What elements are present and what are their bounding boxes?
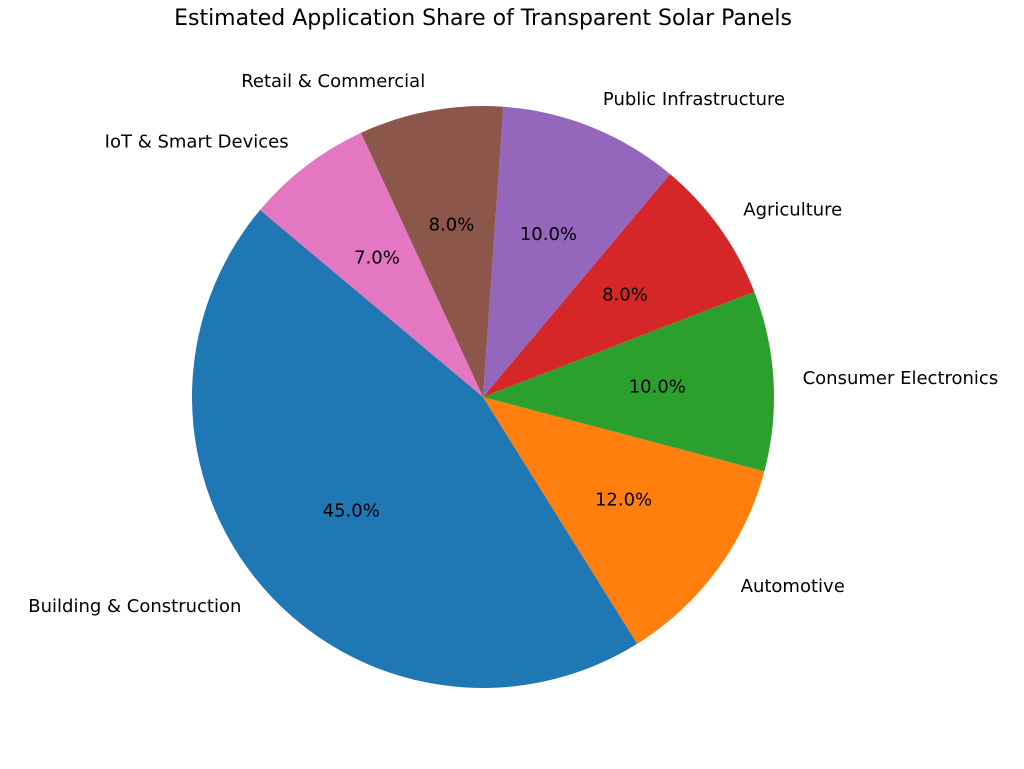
value-label: 10.0% (520, 224, 577, 245)
slice-label: Agriculture (743, 200, 842, 221)
pie-slice (483, 174, 755, 397)
value-label: 10.0% (629, 376, 686, 397)
value-label: 8.0% (602, 284, 648, 305)
value-label: 12.0% (595, 490, 652, 511)
slice-label: Building & Construction (28, 596, 241, 617)
slice-label: Consumer Electronics (803, 368, 999, 389)
value-label: 8.0% (429, 214, 475, 235)
pie-slice (483, 291, 774, 472)
pie-slice (191, 209, 638, 689)
pie-slice (260, 132, 483, 398)
value-label: 7.0% (354, 247, 400, 268)
pie-slice (483, 397, 765, 644)
slice-label: Automotive (741, 576, 845, 597)
pie-slice (360, 106, 504, 397)
slice-label: Retail & Commercial (241, 71, 425, 92)
pie-slice (483, 106, 671, 397)
slice-label: IoT & Smart Devices (105, 132, 289, 153)
slice-label: Public Infrastructure (603, 89, 785, 110)
value-label: 45.0% (323, 501, 380, 522)
chart-title: Estimated Application Share of Transpare… (174, 6, 792, 31)
